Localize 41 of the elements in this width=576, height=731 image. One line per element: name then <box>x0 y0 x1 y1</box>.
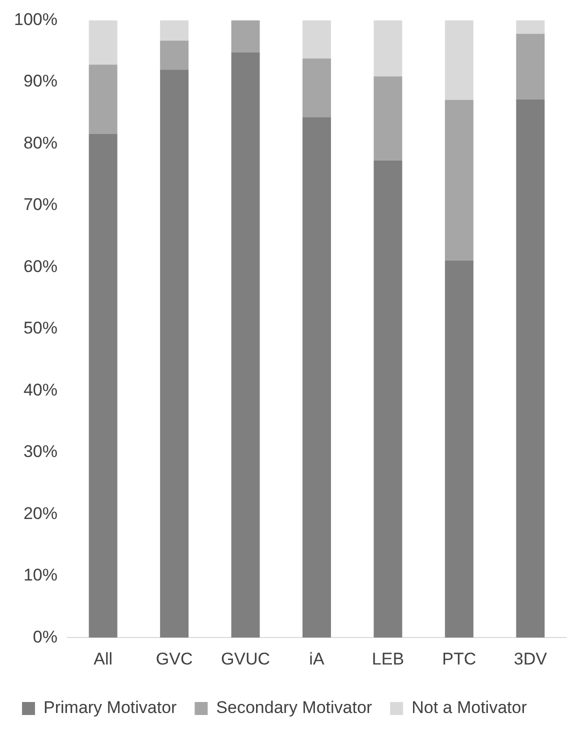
y-tick-label: 60% <box>23 256 58 276</box>
y-tick-label: 10% <box>23 566 58 585</box>
bar <box>374 160 402 638</box>
y-tick-label: 70% <box>23 195 58 214</box>
y-tick-label: 50% <box>23 318 58 338</box>
bar <box>374 20 402 76</box>
legend-label: Primary Motivator <box>44 698 178 718</box>
bar <box>516 99 545 638</box>
bar <box>444 100 474 260</box>
bar <box>302 117 331 638</box>
y-tick-label: 90% <box>23 72 58 91</box>
x-tick-label: PTC <box>442 649 476 668</box>
x-tick-label: GVC <box>156 649 193 668</box>
x-tick-label: iA <box>309 649 325 668</box>
bar <box>374 76 402 160</box>
y-tick-label: 30% <box>23 442 58 462</box>
bar <box>302 20 331 58</box>
bar <box>444 20 474 100</box>
y-tick-label: 20% <box>23 504 58 523</box>
bar <box>160 40 189 70</box>
bar <box>516 20 545 34</box>
y-tick-label: 0% <box>32 627 58 646</box>
bar <box>231 20 260 52</box>
bar <box>88 64 118 134</box>
bar <box>88 20 118 65</box>
bar <box>231 52 260 638</box>
bar <box>302 58 331 118</box>
bar <box>516 34 545 100</box>
x-tick-label: GVUC <box>220 649 270 668</box>
legend-label: Secondary Motivator <box>216 698 372 718</box>
bar <box>160 20 189 41</box>
y-tick-label: 100% <box>14 10 58 29</box>
legend-label: Not a Motivator <box>412 698 528 718</box>
bar <box>160 70 189 638</box>
bar <box>88 134 118 638</box>
y-tick-label: 80% <box>23 133 58 152</box>
x-tick-label: LEB <box>372 649 404 668</box>
bar <box>444 260 474 638</box>
y-tick-label: 40% <box>23 380 58 400</box>
x-tick-label: All <box>94 649 113 668</box>
x-tick-label: 3DV <box>514 649 548 668</box>
